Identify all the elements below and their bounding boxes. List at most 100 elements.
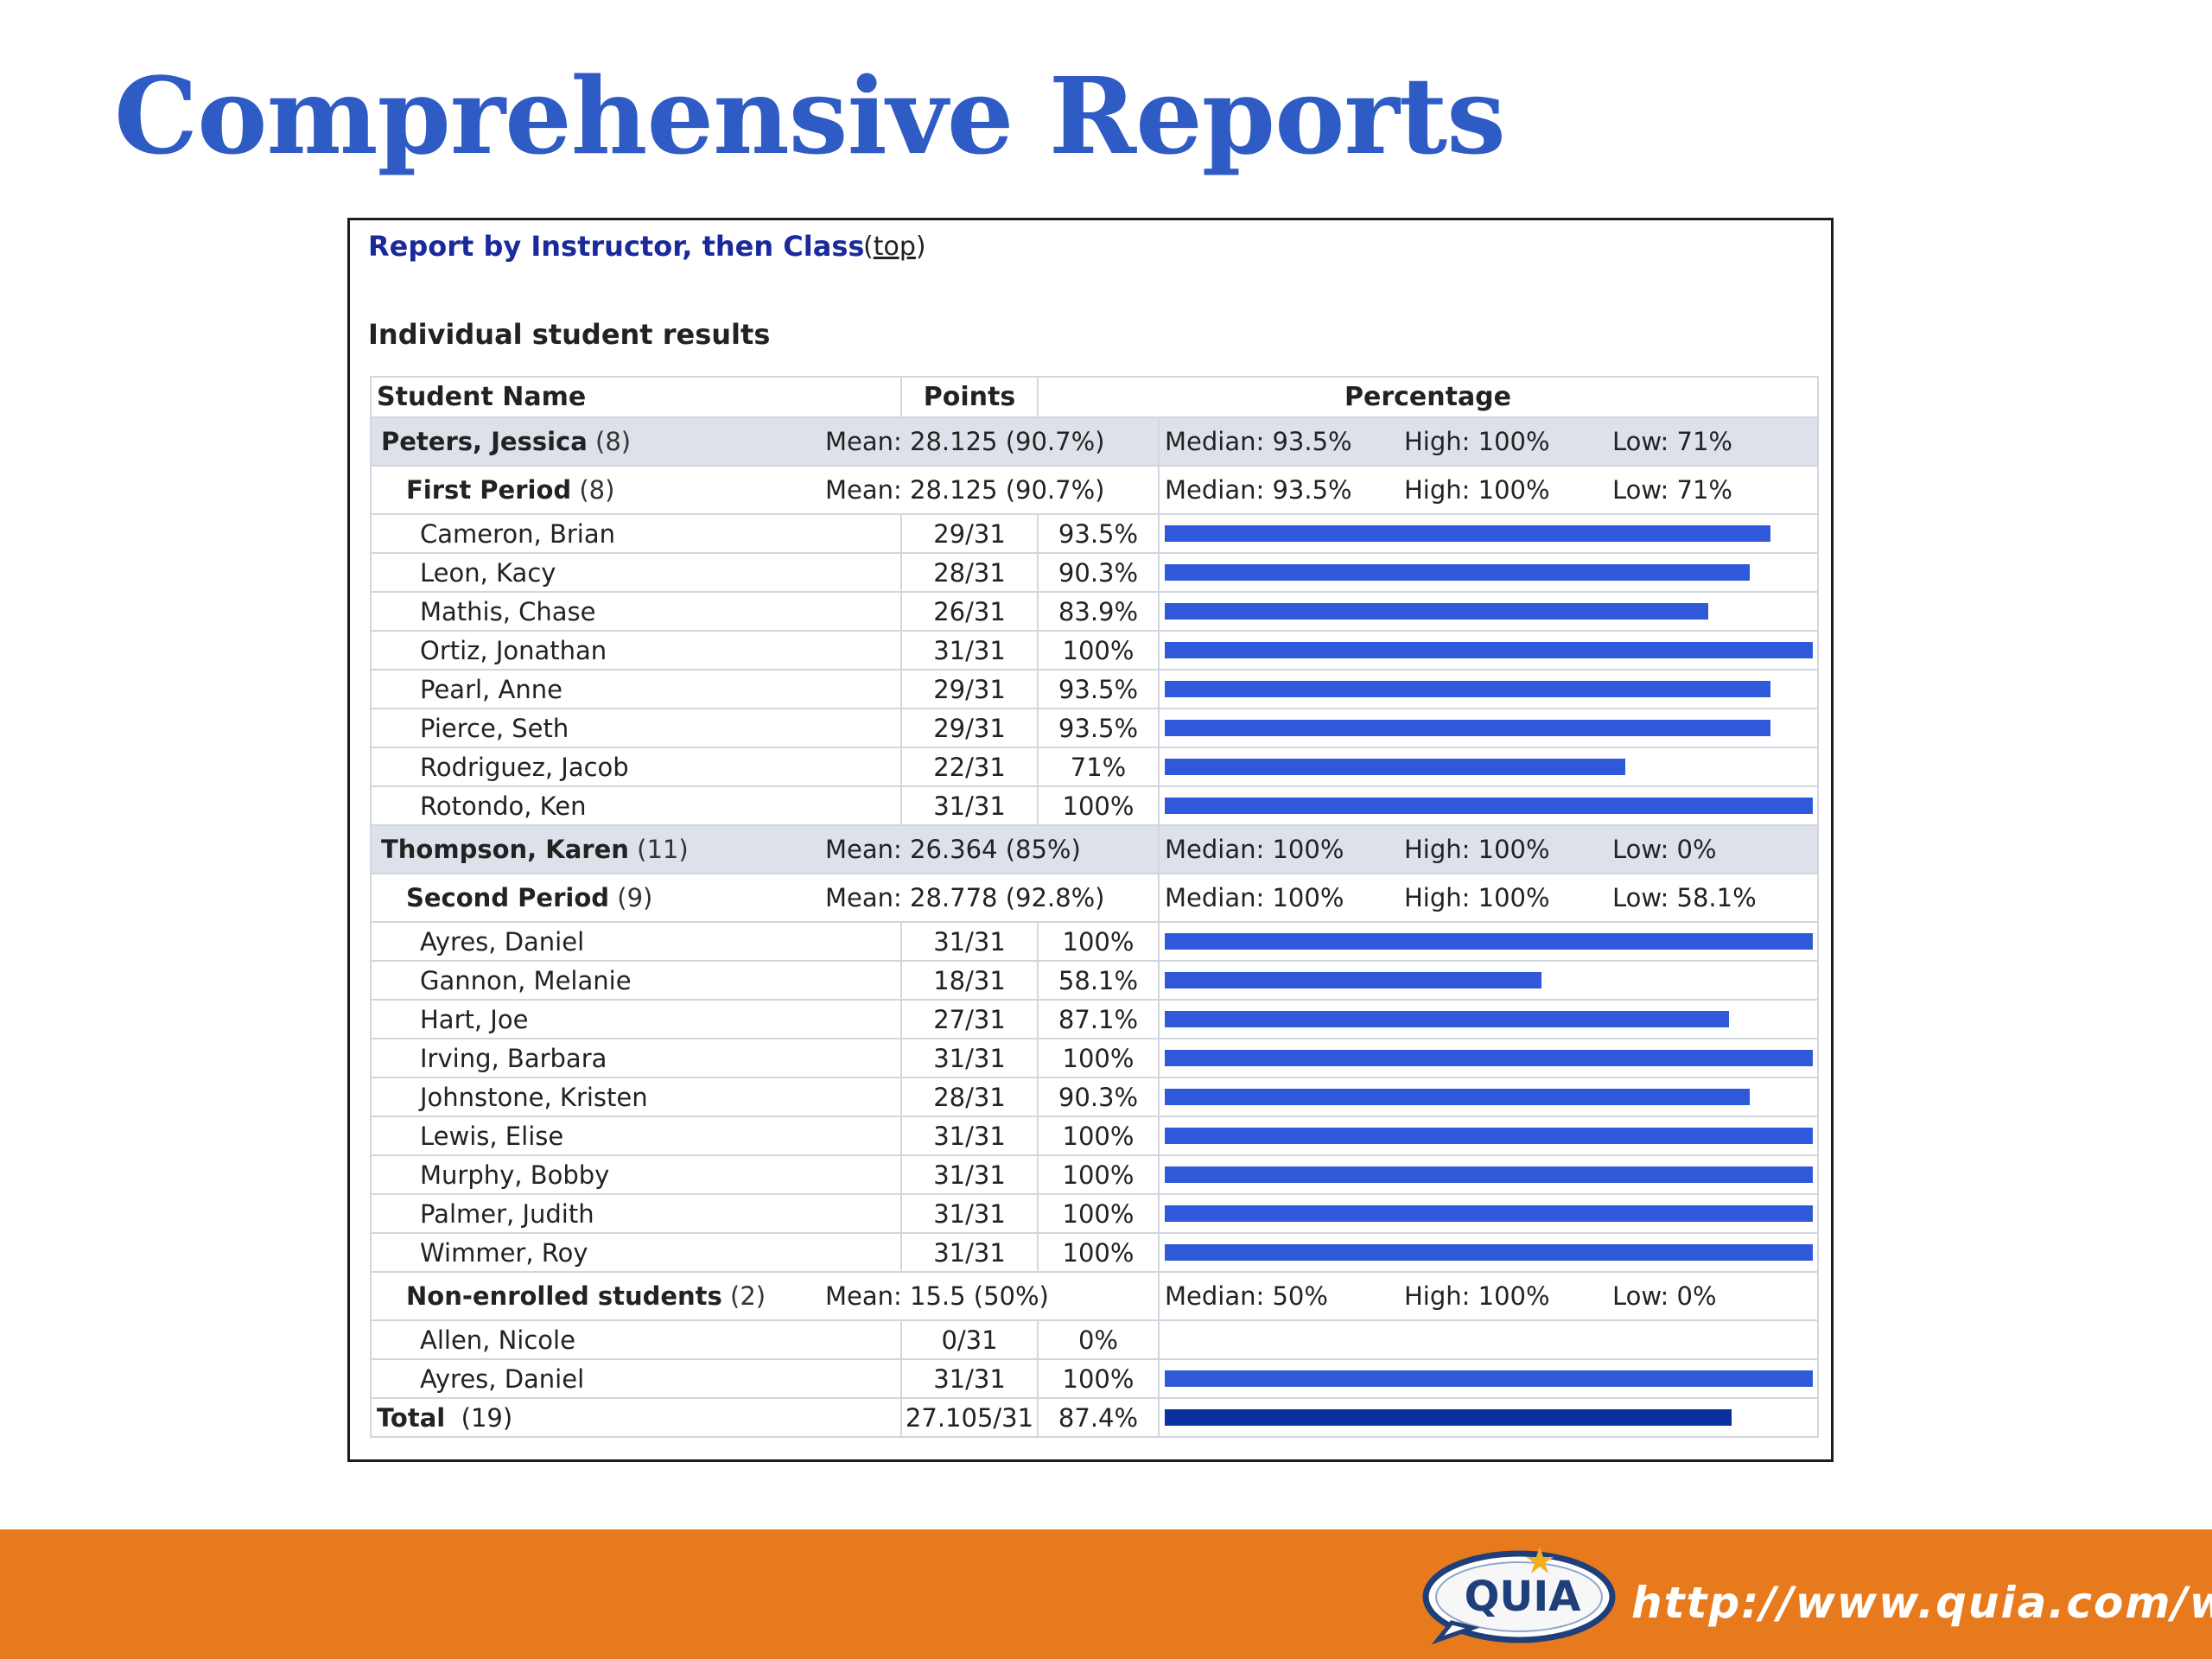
student-name: Murphy, Bobby [370, 1154, 902, 1195]
percentage-bar [1165, 798, 1813, 814]
total-count: (19) [461, 1402, 513, 1433]
class-summary-row: Second Period (9) Mean: 28.778 (92.8%) Med… [370, 873, 1819, 923]
student-percentage: 100% [1037, 1193, 1160, 1234]
student-name: Irving, Barbara [370, 1038, 902, 1078]
total-row: Total (19) 27.105/31 87.4% [370, 1397, 1819, 1438]
column-header-student-name: Student Name [370, 376, 902, 418]
student-name: Lewis, Elise [370, 1116, 902, 1156]
percentage-bar-cell [1158, 1232, 1819, 1273]
group-low: Low: 0% [1612, 1281, 1717, 1311]
student-percentage: 100% [1037, 630, 1160, 671]
total-bar-cell [1158, 1397, 1819, 1438]
student-row: Mathis, Chase 26/31 83.9% [370, 591, 1819, 632]
student-points: 27/31 [900, 999, 1039, 1039]
group-mean: Mean: 28.778 (92.8%) [825, 883, 1105, 912]
group-mean: Mean: 26.364 (85%) [825, 835, 1081, 864]
percentage-bar [1165, 564, 1750, 581]
percentage-bar-cell [1158, 513, 1819, 554]
percentage-bar [1165, 1370, 1813, 1387]
student-row: Ayres, Daniel 31/31 100% [370, 921, 1819, 962]
percentage-bar-cell [1158, 747, 1819, 787]
percentage-bar-cell [1158, 708, 1819, 748]
student-name: Ortiz, Jonathan [370, 630, 902, 671]
group-name-cell: Thompson, Karen (11) Mean: 26.364 (85%) [370, 824, 1160, 874]
group-count: (9) [617, 883, 653, 912]
student-percentage: 87.1% [1037, 999, 1160, 1039]
group-name: First Period [406, 475, 572, 505]
class-summary-row: First Period (8) Mean: 28.125 (90.7%) Medi… [370, 465, 1819, 515]
top-link[interactable]: (top) [863, 232, 926, 262]
group-name-cell: Peters, Jessica (8) Mean: 28.125 (90.7%) [370, 416, 1160, 467]
percentage-bar-cell [1158, 1358, 1819, 1399]
group-name: Non-enrolled students [406, 1281, 722, 1311]
student-row: Ortiz, Jonathan 31/31 100% [370, 630, 1819, 671]
student-row: Cameron, Brian 29/31 93.5% [370, 513, 1819, 554]
logo-text: QUIA [1465, 1573, 1581, 1621]
student-percentage: 100% [1037, 921, 1160, 962]
percentage-bar-cell [1158, 1038, 1819, 1078]
percentage-bar [1165, 1244, 1813, 1261]
group-low: Low: 71% [1612, 475, 1732, 505]
total-percentage-bar [1165, 1409, 1732, 1426]
group-stats-cell: Median: 100% High: 100% Low: 58.1% [1158, 873, 1819, 923]
slide-title: Comprehensive Reports [114, 54, 1506, 178]
percentage-bar [1165, 1205, 1813, 1222]
student-points: 31/31 [900, 1358, 1039, 1399]
column-header-percentage: Percentage [1037, 376, 1819, 418]
top-link-text[interactable]: top [873, 232, 916, 262]
table-header-row: Student Name Points Percentage [370, 376, 1819, 418]
student-row: Palmer, Judith 31/31 100% [370, 1193, 1819, 1234]
percentage-bar-cell [1158, 552, 1819, 593]
group-count: (2) [730, 1281, 766, 1311]
results-body: Peters, Jessica (8) Mean: 28.125 (90.7%) M… [370, 416, 1819, 1438]
student-percentage: 100% [1037, 1116, 1160, 1156]
student-row: Pearl, Anne 29/31 93.5% [370, 669, 1819, 709]
group-count: (8) [579, 475, 615, 505]
student-name: Ayres, Daniel [370, 1358, 902, 1399]
student-row: Murphy, Bobby 31/31 100% [370, 1154, 1819, 1195]
student-points: 28/31 [900, 552, 1039, 593]
student-row: Johnstone, Kristen 28/31 90.3% [370, 1077, 1819, 1117]
student-percentage: 71% [1037, 747, 1160, 787]
percentage-bar [1165, 720, 1770, 736]
student-row: Lewis, Elise 31/31 100% [370, 1116, 1819, 1156]
group-median: Median: 50% [1165, 1281, 1328, 1311]
student-points: 31/31 [900, 1232, 1039, 1273]
student-percentage: 100% [1037, 1154, 1160, 1195]
percentage-bar-cell [1158, 1319, 1819, 1360]
report-panel: Report by Instructor, then Class (top) I… [347, 218, 1834, 1462]
student-percentage: 100% [1037, 1232, 1160, 1273]
student-row: Wimmer, Roy 31/31 100% [370, 1232, 1819, 1273]
student-row: Rotondo, Ken 31/31 100% [370, 785, 1819, 826]
percentage-bar-cell [1158, 1193, 1819, 1234]
percentage-bar-cell [1158, 785, 1819, 826]
percentage-bar [1165, 1128, 1813, 1144]
group-stats-cell: Median: 100% High: 100% Low: 0% [1158, 824, 1819, 874]
instructor-summary-row: Peters, Jessica (8) Mean: 28.125 (90.7%) M… [370, 416, 1819, 467]
student-name: Ayres, Daniel [370, 921, 902, 962]
group-mean: Mean: 28.125 (90.7%) [825, 427, 1105, 456]
student-points: 29/31 [900, 669, 1039, 709]
group-count: (11) [637, 835, 689, 864]
student-points: 31/31 [900, 1116, 1039, 1156]
footer-url[interactable]: http://www.quia.com/web [1631, 1578, 2212, 1628]
group-median: Median: 100% [1165, 883, 1344, 912]
student-points: 29/31 [900, 513, 1039, 554]
percentage-bar [1165, 1050, 1813, 1066]
percentage-bar-cell [1158, 1077, 1819, 1117]
student-name: Pearl, Anne [370, 669, 902, 709]
report-heading: Report by Instructor, then Class [368, 230, 865, 263]
student-name: Mathis, Chase [370, 591, 902, 632]
student-points: 18/31 [900, 960, 1039, 1001]
student-points: 0/31 [900, 1319, 1039, 1360]
percentage-bar [1165, 681, 1770, 697]
percentage-bar-cell [1158, 921, 1819, 962]
student-name: Leon, Kacy [370, 552, 902, 593]
group-median: Median: 100% [1165, 835, 1344, 864]
student-percentage: 83.9% [1037, 591, 1160, 632]
group-low: Low: 58.1% [1612, 883, 1757, 912]
percentage-bar [1165, 759, 1625, 775]
student-points: 26/31 [900, 591, 1039, 632]
group-stats-cell: Median: 93.5% High: 100% Low: 71% [1158, 416, 1819, 467]
student-name: Rotondo, Ken [370, 785, 902, 826]
